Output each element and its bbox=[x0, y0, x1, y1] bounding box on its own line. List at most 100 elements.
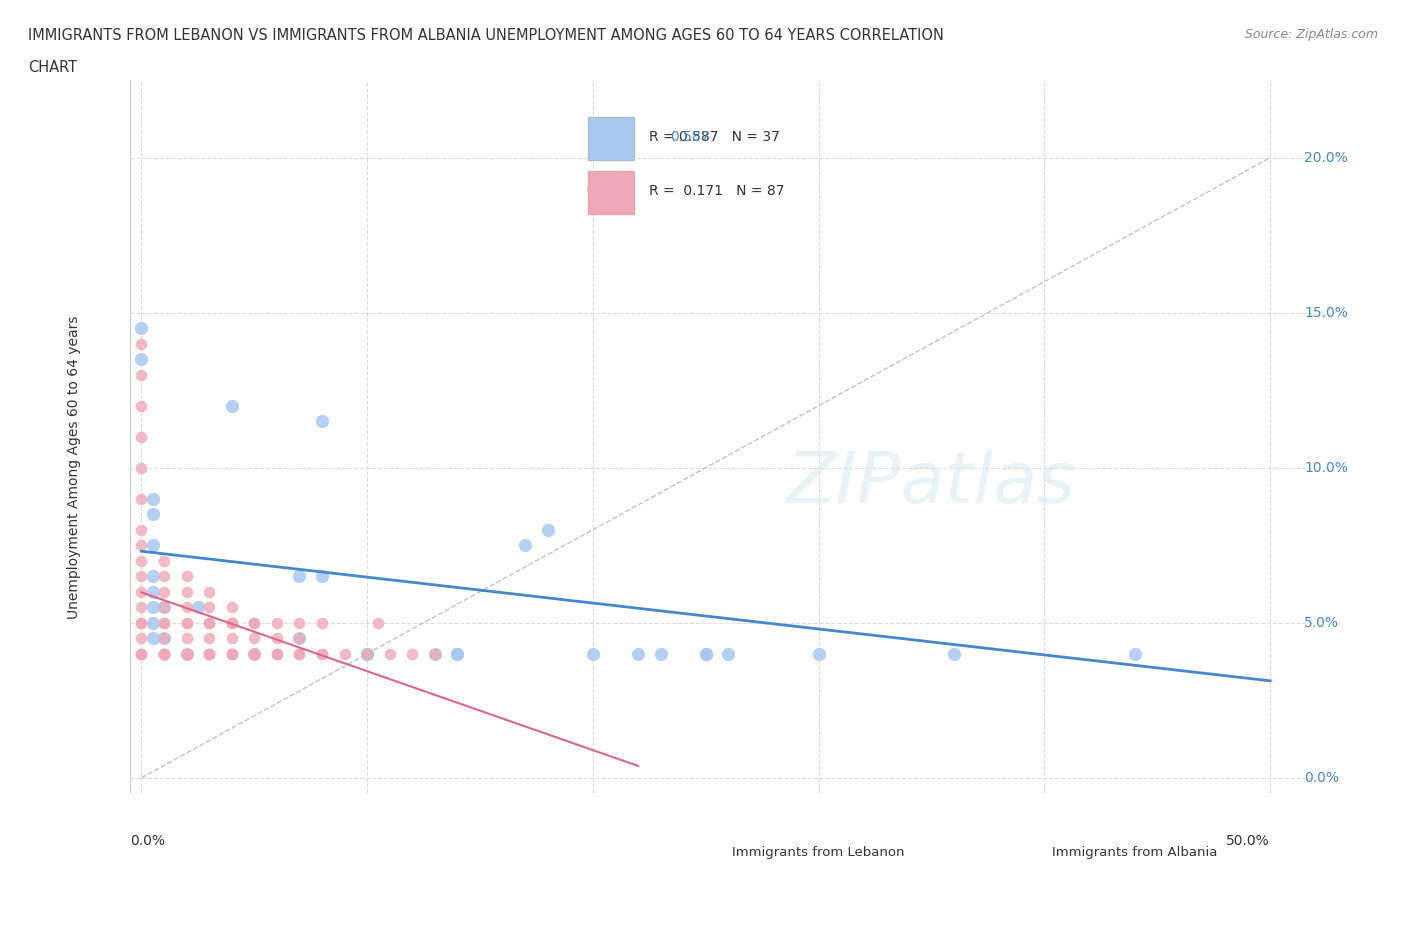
Point bbox=[582, 646, 605, 661]
Point bbox=[153, 646, 176, 661]
Text: 20.0%: 20.0% bbox=[1303, 151, 1348, 165]
Point bbox=[446, 646, 468, 661]
Point bbox=[943, 646, 966, 661]
Point bbox=[266, 616, 288, 631]
Text: 15.0%: 15.0% bbox=[1303, 306, 1348, 320]
Point bbox=[423, 646, 446, 661]
Point bbox=[221, 398, 243, 413]
Point bbox=[176, 631, 198, 645]
Point bbox=[176, 646, 198, 661]
Point bbox=[356, 646, 378, 661]
Point bbox=[198, 646, 221, 661]
Text: 0.0%: 0.0% bbox=[131, 833, 165, 847]
Point bbox=[288, 569, 311, 584]
Point bbox=[131, 646, 153, 661]
Point bbox=[221, 646, 243, 661]
Point bbox=[131, 538, 153, 552]
Point bbox=[288, 631, 311, 645]
Text: 5.0%: 5.0% bbox=[1303, 616, 1339, 630]
Point bbox=[243, 646, 266, 661]
Point bbox=[153, 600, 176, 615]
Point bbox=[142, 491, 165, 506]
Point bbox=[142, 631, 165, 645]
Text: Source: ZipAtlas.com: Source: ZipAtlas.com bbox=[1244, 28, 1378, 41]
Point bbox=[131, 398, 153, 413]
Text: Unemployment Among Ages 60 to 64 years: Unemployment Among Ages 60 to 64 years bbox=[66, 316, 80, 619]
Point bbox=[153, 646, 176, 661]
Point bbox=[627, 646, 650, 661]
Text: ZIPatlas: ZIPatlas bbox=[787, 448, 1076, 518]
Point bbox=[131, 523, 153, 538]
Point bbox=[198, 616, 221, 631]
Point bbox=[378, 646, 401, 661]
Point bbox=[221, 600, 243, 615]
Point bbox=[288, 646, 311, 661]
Point bbox=[266, 646, 288, 661]
Point bbox=[153, 616, 176, 631]
Point bbox=[142, 538, 165, 552]
Point bbox=[176, 646, 198, 661]
Point bbox=[131, 584, 153, 599]
Point bbox=[176, 646, 198, 661]
Point bbox=[153, 646, 176, 661]
Point bbox=[243, 646, 266, 661]
Point bbox=[650, 646, 672, 661]
Point bbox=[131, 569, 153, 584]
Point bbox=[176, 569, 198, 584]
Text: CHART: CHART bbox=[28, 60, 77, 75]
Point bbox=[153, 631, 176, 645]
Point bbox=[153, 646, 176, 661]
Point bbox=[311, 646, 333, 661]
Point bbox=[176, 600, 198, 615]
Point bbox=[288, 646, 311, 661]
Point bbox=[198, 631, 221, 645]
Point bbox=[176, 584, 198, 599]
Point bbox=[198, 616, 221, 631]
Point bbox=[131, 337, 153, 352]
Point bbox=[176, 616, 198, 631]
Point bbox=[153, 553, 176, 568]
Point bbox=[131, 491, 153, 506]
Point bbox=[1123, 646, 1146, 661]
Point bbox=[153, 646, 176, 661]
Point bbox=[176, 646, 198, 661]
Point bbox=[807, 646, 830, 661]
Point bbox=[311, 646, 333, 661]
Point bbox=[423, 646, 446, 661]
Point bbox=[243, 616, 266, 631]
Point bbox=[176, 616, 198, 631]
Point bbox=[221, 646, 243, 661]
Point bbox=[153, 646, 176, 661]
Point bbox=[153, 616, 176, 631]
Point bbox=[288, 616, 311, 631]
Text: Immigrants from Lebanon: Immigrants from Lebanon bbox=[733, 846, 905, 859]
Point bbox=[356, 646, 378, 661]
Point bbox=[198, 600, 221, 615]
Point bbox=[221, 616, 243, 631]
Point bbox=[187, 600, 209, 615]
Point bbox=[695, 646, 717, 661]
Point bbox=[176, 646, 198, 661]
Point bbox=[153, 631, 176, 645]
Point bbox=[446, 646, 468, 661]
Point bbox=[131, 321, 153, 336]
Point bbox=[198, 646, 221, 661]
Point bbox=[131, 616, 153, 631]
Point bbox=[131, 631, 153, 645]
Point bbox=[131, 367, 153, 382]
Point bbox=[198, 646, 221, 661]
Point bbox=[131, 352, 153, 366]
Text: 10.0%: 10.0% bbox=[1303, 460, 1348, 474]
Point bbox=[243, 616, 266, 631]
Point bbox=[176, 646, 198, 661]
Point bbox=[311, 414, 333, 429]
Point bbox=[142, 569, 165, 584]
Point bbox=[221, 616, 243, 631]
Point bbox=[401, 646, 423, 661]
Point bbox=[142, 616, 165, 631]
Text: 50.0%: 50.0% bbox=[1226, 833, 1270, 847]
Point bbox=[243, 646, 266, 661]
Point bbox=[717, 646, 740, 661]
Point bbox=[153, 600, 176, 615]
Point bbox=[288, 631, 311, 645]
